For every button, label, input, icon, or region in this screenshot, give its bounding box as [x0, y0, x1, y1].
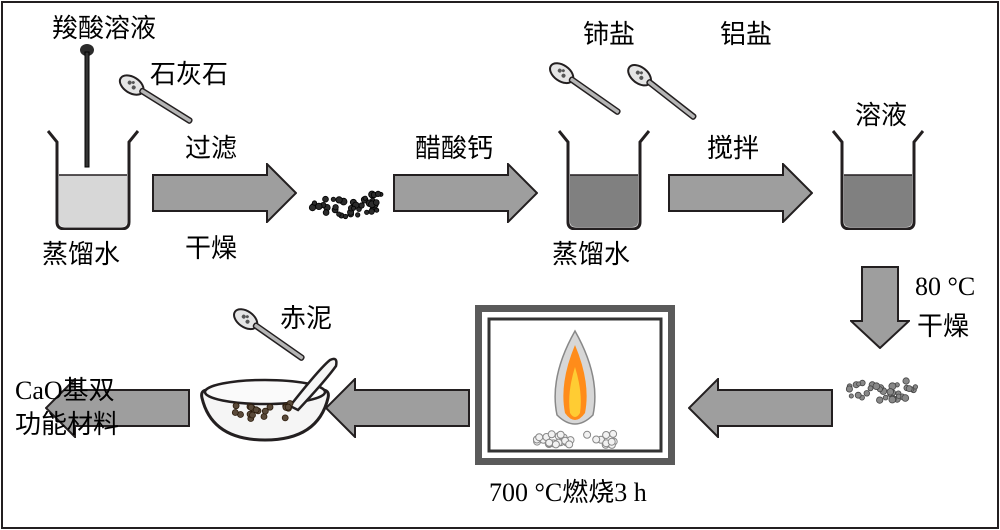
arrow-6: [325, 378, 470, 438]
label-arrow1-top: 过滤: [185, 128, 237, 165]
beaker-2: [558, 130, 650, 230]
label-product-1: CaO基双: [15, 370, 115, 407]
label-calcium-acetate: 醋酸钙: [415, 128, 493, 165]
label-al-salt: 铝盐: [720, 14, 772, 51]
label-distilled-water-2: 蒸馏水: [552, 234, 630, 271]
particles-dried: [840, 358, 926, 408]
label-carboxylic-acid: 羧酸溶液: [52, 8, 156, 45]
label-arrow3-top: 搅拌: [707, 128, 759, 165]
label-furnace: 700 °C燃烧3 h: [489, 472, 647, 509]
label-dry: 干燥: [917, 306, 969, 343]
particles-calcium-acetate: [303, 172, 389, 222]
label-red-mud: 赤泥: [280, 298, 332, 335]
label-80c: 80 °C: [915, 272, 975, 302]
furnace: [475, 305, 675, 465]
label-product-2: 功能材料: [15, 404, 119, 441]
beaker-3: [832, 130, 924, 230]
label-limestone: 石灰石: [150, 54, 228, 91]
spoon-al-salt: [626, 56, 746, 136]
label-solution: 溶液: [855, 95, 907, 132]
arrow-5: [688, 378, 833, 438]
arrow-2: [393, 163, 538, 223]
arrow-3: [668, 163, 813, 223]
arrow-4: [850, 266, 910, 349]
label-arrow1-bot: 干燥: [185, 228, 237, 265]
label-distilled-water-1: 蒸馏水: [42, 234, 120, 271]
arrow-1: [152, 163, 297, 223]
label-ce-salt: 铈盐: [583, 14, 635, 51]
